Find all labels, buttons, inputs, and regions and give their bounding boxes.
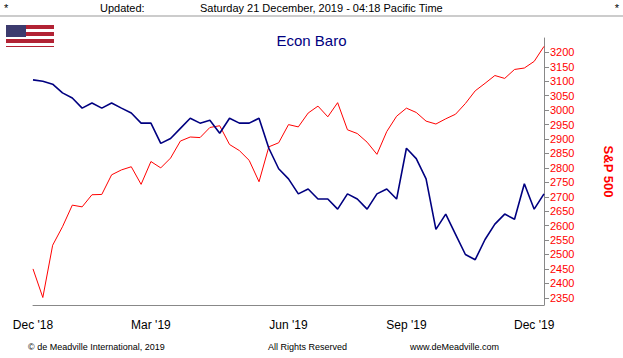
svg-text:3050: 3050 xyxy=(550,90,574,102)
svg-text:Econ Baro: Econ Baro xyxy=(276,32,346,49)
svg-text:Dec '19: Dec '19 xyxy=(514,318,555,332)
svg-text:Dec '18: Dec '18 xyxy=(13,318,54,332)
svg-text:3000: 3000 xyxy=(550,104,574,116)
svg-text:S&P 500: S&P 500 xyxy=(601,146,616,198)
svg-text:www.deMeadville.com: www.deMeadville.com xyxy=(409,342,499,352)
svg-text:*: * xyxy=(615,2,620,14)
svg-text:2600: 2600 xyxy=(550,220,574,232)
svg-text:2900: 2900 xyxy=(550,133,574,145)
svg-text:3150: 3150 xyxy=(550,61,574,73)
svg-text:Mar '19: Mar '19 xyxy=(131,318,171,332)
svg-text:2850: 2850 xyxy=(550,147,574,159)
svg-text:3100: 3100 xyxy=(550,75,574,87)
svg-text:*: * xyxy=(4,2,9,14)
svg-text:2350: 2350 xyxy=(550,292,574,304)
svg-text:2500: 2500 xyxy=(550,248,574,260)
svg-text:Sep '19: Sep '19 xyxy=(386,318,427,332)
svg-text:2950: 2950 xyxy=(550,119,574,131)
svg-text:2750: 2750 xyxy=(550,176,574,188)
svg-text:2800: 2800 xyxy=(550,162,574,174)
svg-text:© de Meadville International,: © de Meadville International, 2019 xyxy=(28,342,165,352)
svg-text:All Rights Reserved: All Rights Reserved xyxy=(268,342,347,352)
svg-text:2550: 2550 xyxy=(550,234,574,246)
svg-text:Jun '19: Jun '19 xyxy=(269,318,308,332)
svg-text:Saturday 21 December, 2019 - 0: Saturday 21 December, 2019 - 04:18 Pacif… xyxy=(200,2,443,14)
svg-text:2650: 2650 xyxy=(550,205,574,217)
svg-text:2450: 2450 xyxy=(550,263,574,275)
svg-text:2700: 2700 xyxy=(550,191,574,203)
svg-text:Updated:: Updated: xyxy=(100,2,145,14)
svg-text:2400: 2400 xyxy=(550,277,574,289)
svg-text:3200: 3200 xyxy=(550,46,574,58)
